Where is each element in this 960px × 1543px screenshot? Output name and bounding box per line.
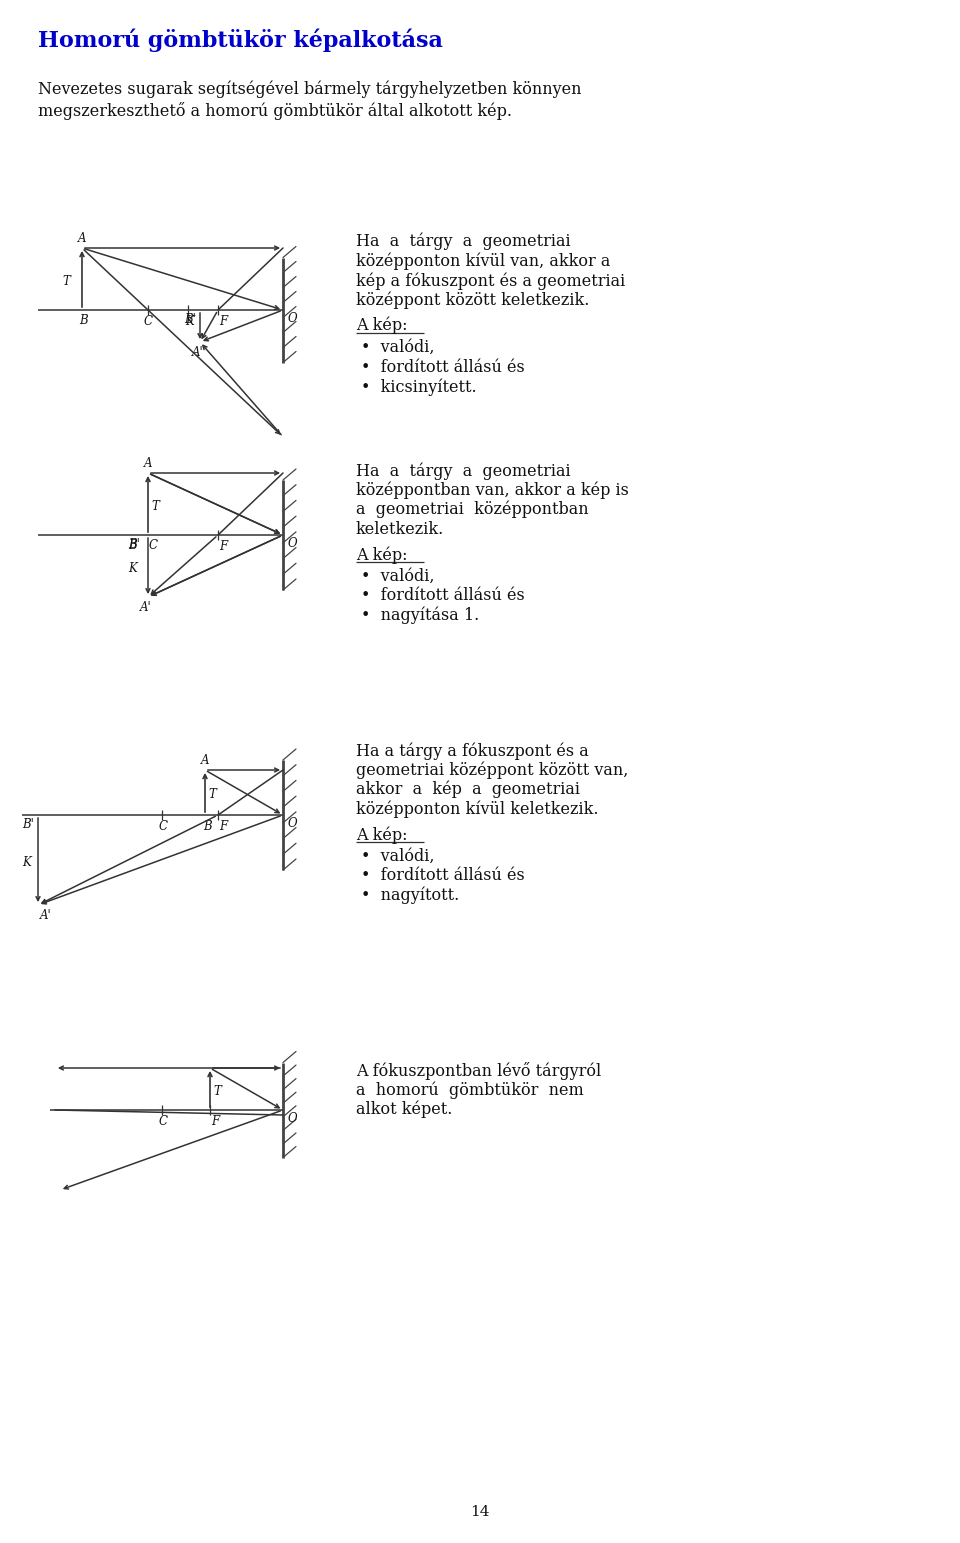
- Text: O: O: [288, 537, 298, 549]
- Text: •  fordított állású és: • fordított állású és: [361, 867, 525, 884]
- Text: A kép:: A kép:: [356, 826, 407, 844]
- Text: •  valódi,: • valódi,: [361, 339, 435, 356]
- Text: középpontban van, akkor a kép is: középpontban van, akkor a kép is: [356, 481, 629, 498]
- Text: A': A': [140, 602, 152, 614]
- Text: B: B: [128, 539, 136, 552]
- Text: Ha a tárgy a fókuszpont és a: Ha a tárgy a fókuszpont és a: [356, 742, 588, 759]
- Text: A: A: [144, 457, 153, 471]
- Text: a  geometriai  középpontban: a geometriai középpontban: [356, 501, 588, 518]
- Text: •  valódi,: • valódi,: [361, 849, 435, 866]
- Text: A': A': [192, 346, 204, 360]
- Text: B': B': [184, 313, 196, 326]
- Text: keletkezik.: keletkezik.: [356, 520, 444, 537]
- Text: Homorú gömbtükör képalkotása: Homorú gömbtükör képalkotása: [38, 28, 443, 51]
- Text: geometriai középpont között van,: geometriai középpont között van,: [356, 762, 629, 779]
- Text: T: T: [151, 500, 158, 512]
- Text: •  nagyított.: • nagyított.: [361, 887, 459, 904]
- Text: •  fordított állású és: • fordított állású és: [361, 358, 525, 375]
- Text: C: C: [159, 819, 168, 833]
- Text: •  valódi,: • valódi,: [361, 568, 435, 585]
- Text: •  nagyítása 1.: • nagyítása 1.: [361, 606, 479, 625]
- Text: Ha  a  tárgy  a  geometriai: Ha a tárgy a geometriai: [356, 233, 570, 250]
- Text: A: A: [78, 231, 86, 245]
- Text: O: O: [288, 312, 298, 326]
- Text: A: A: [201, 755, 209, 767]
- Text: O: O: [288, 1113, 298, 1125]
- Text: •  kicsinyített.: • kicsinyített.: [361, 378, 476, 395]
- Text: A': A': [40, 909, 52, 923]
- Text: középponton kívül van, akkor a: középponton kívül van, akkor a: [356, 253, 611, 270]
- Text: K: K: [185, 315, 194, 329]
- Text: •  fordított állású és: • fordított állású és: [361, 588, 525, 605]
- Text: C: C: [144, 315, 153, 329]
- Text: B': B': [128, 539, 140, 551]
- Text: F: F: [219, 819, 228, 833]
- Text: A kép:: A kép:: [356, 546, 407, 563]
- Text: kép a fókuszpont és a geometriai: kép a fókuszpont és a geometriai: [356, 272, 625, 290]
- Text: T: T: [213, 1085, 221, 1099]
- Text: O: O: [288, 816, 298, 830]
- Text: 14: 14: [470, 1504, 490, 1518]
- Text: C: C: [149, 539, 158, 552]
- Text: akkor  a  kép  a  geometriai: akkor a kép a geometriai: [356, 781, 580, 798]
- Text: B': B': [22, 818, 34, 832]
- Text: középpont között keletkezik.: középpont között keletkezik.: [356, 292, 589, 309]
- Text: középponton kívül keletkezik.: középponton kívül keletkezik.: [356, 801, 598, 818]
- Text: A fókuszpontban lévő tárgyról: A fókuszpontban lévő tárgyról: [356, 1062, 601, 1080]
- Text: T: T: [208, 788, 216, 801]
- Text: K: K: [128, 562, 136, 576]
- Text: Nevezetes sugarak segítségével bármely tárgyhelyzetben könnyen: Nevezetes sugarak segítségével bármely t…: [38, 80, 582, 97]
- Text: Ha  a  tárgy  a  geometriai: Ha a tárgy a geometriai: [356, 461, 570, 480]
- Text: megszerkeszthető a homorú gömbtükör által alkotott kép.: megszerkeszthető a homorú gömbtükör álta…: [38, 102, 512, 120]
- Text: alkot képet.: alkot képet.: [356, 1102, 452, 1119]
- Text: T: T: [62, 275, 70, 289]
- Text: A kép:: A kép:: [356, 316, 407, 335]
- Text: K: K: [22, 856, 31, 869]
- Text: B: B: [79, 313, 87, 327]
- Text: a  homorú  gömbtükör  nem: a homorú gömbtükör nem: [356, 1082, 584, 1099]
- Text: B: B: [203, 819, 211, 833]
- Text: F: F: [219, 315, 228, 329]
- Text: F: F: [219, 540, 228, 552]
- Text: F: F: [211, 1116, 219, 1128]
- Text: C: C: [159, 1116, 168, 1128]
